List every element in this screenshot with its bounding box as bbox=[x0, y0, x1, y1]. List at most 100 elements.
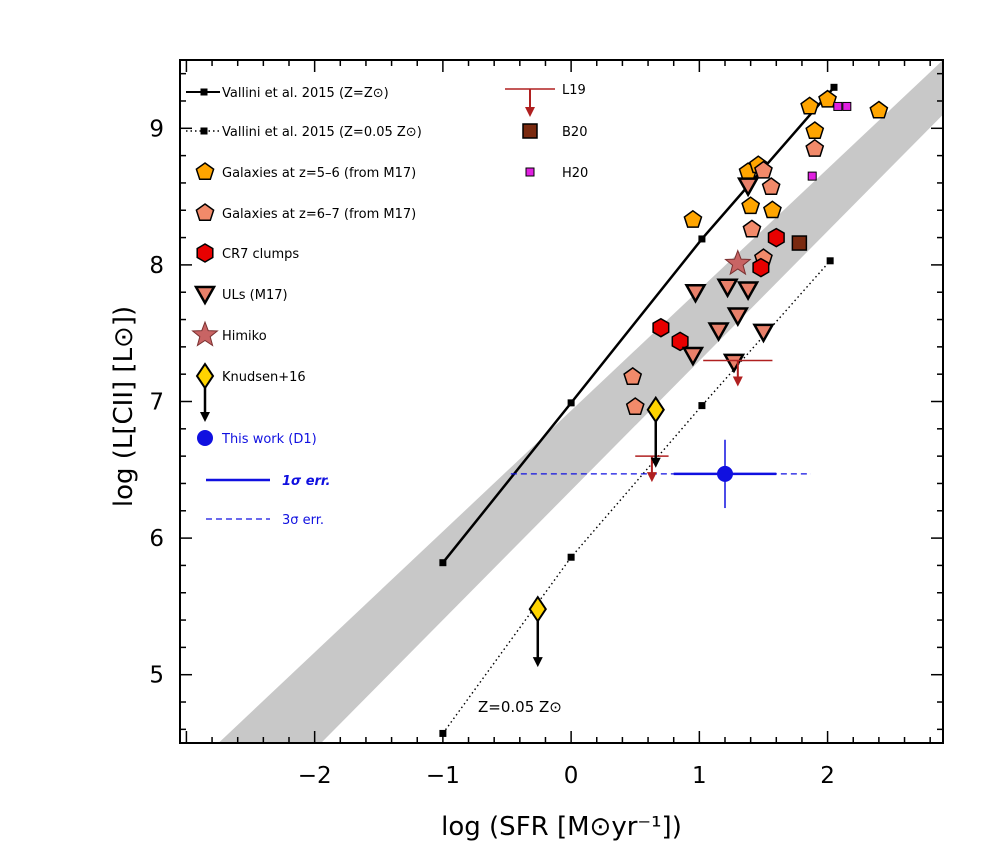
x-axis-title: log (SFR [M⊙yr⁻¹]) bbox=[441, 812, 682, 842]
vallini-solar-point bbox=[830, 83, 838, 91]
legend-star bbox=[191, 320, 219, 347]
galaxy-z6-7-point bbox=[761, 177, 781, 196]
legend-label-gal56: Galaxies at z=5–6 (from M17) bbox=[222, 166, 416, 181]
ul-m17-point bbox=[726, 307, 749, 327]
legend-item-b20: B20 bbox=[522, 123, 587, 140]
this-work-point bbox=[673, 439, 777, 509]
ul-m17-point bbox=[707, 322, 730, 343]
legend-label-err1: 1σ err. bbox=[282, 474, 330, 489]
legend-label-himiko: Himiko bbox=[222, 329, 267, 344]
vallini-low-point bbox=[567, 553, 575, 561]
legend-label-cr7: CR7 clumps bbox=[222, 247, 299, 262]
galaxy-z5-6-point bbox=[763, 200, 782, 219]
h20-point bbox=[833, 101, 843, 111]
x-tick-label: −1 bbox=[426, 763, 460, 789]
ul-m17-point bbox=[684, 283, 707, 304]
cr7-clump-point bbox=[767, 227, 785, 248]
legend-item-gal67: Galaxies at z=6–7 (from M17) bbox=[195, 203, 416, 222]
galaxy-z5-6-point bbox=[818, 89, 837, 108]
legend-item-thiswork: This work (D1) bbox=[197, 430, 317, 447]
x-tick-label: −2 bbox=[298, 763, 332, 789]
y-tick-label: 5 bbox=[149, 663, 164, 689]
ul-m17-point bbox=[722, 353, 746, 374]
galaxy-z6-7-point bbox=[754, 160, 773, 179]
ul-m17-point bbox=[736, 281, 760, 302]
galaxy-z6-7-point bbox=[623, 366, 643, 385]
vallini-solar-point bbox=[439, 559, 447, 567]
cr7-clump-point bbox=[752, 257, 770, 278]
legend-diamond bbox=[195, 362, 215, 390]
himiko-point bbox=[724, 249, 752, 276]
legend-label-thiswork: This work (D1) bbox=[221, 432, 317, 447]
ul-m17-point bbox=[752, 323, 775, 344]
y-tick-label: 9 bbox=[149, 116, 164, 142]
galaxy-z6-7-point bbox=[805, 138, 825, 157]
this-work-marker bbox=[717, 465, 733, 482]
legend-item-h20: H20 bbox=[525, 166, 588, 181]
legend-hexagon bbox=[196, 243, 214, 263]
legend-label-l19: L19 bbox=[562, 83, 586, 98]
knudsen-point bbox=[528, 595, 547, 623]
x-tick-label: 2 bbox=[820, 763, 835, 789]
x-tick-label: 1 bbox=[692, 763, 707, 789]
vallini-solar-point bbox=[698, 235, 706, 243]
legend-item-knudsen: Knudsen+16 bbox=[195, 362, 306, 422]
galaxy-z5-6-point bbox=[741, 196, 761, 215]
legend-item-l19: L19 bbox=[505, 83, 586, 117]
legend-label-gal67: Galaxies at z=6–7 (from M17) bbox=[222, 207, 416, 222]
h20-point bbox=[807, 171, 817, 181]
legend-label-err3: 3σ err. bbox=[282, 513, 324, 528]
legend-item-err3: 3σ err. bbox=[206, 513, 324, 528]
ul-m17-point bbox=[681, 346, 705, 367]
galaxy-z5-6-point bbox=[805, 121, 825, 140]
legend-label-vallini_solar: Vallini et al. 2015 (Z=Z⊙) bbox=[222, 86, 389, 101]
gray-band bbox=[218, 60, 943, 743]
vallini-low-point bbox=[826, 257, 834, 265]
vallini-solar-line bbox=[441, 86, 835, 564]
legend-item-vallini_solar: Vallini et al. 2015 (Z=Z⊙) bbox=[186, 86, 389, 101]
h20-point bbox=[842, 101, 852, 111]
galaxy-z5-6-point bbox=[800, 96, 820, 115]
galaxy-z6-7-point bbox=[625, 397, 645, 415]
b20-point bbox=[791, 235, 808, 251]
legend-pentagon-salmon bbox=[195, 203, 215, 222]
legend-b20 bbox=[522, 123, 538, 139]
legend-circle bbox=[197, 430, 213, 446]
annotation-low-metallicity: Z=0.05 Z⊙ bbox=[478, 698, 562, 716]
cr7-clump-point bbox=[652, 317, 670, 338]
ul-m17-point bbox=[716, 278, 739, 299]
x-tick-label: 0 bbox=[564, 763, 579, 789]
legend-item-gal56: Galaxies at z=5–6 (from M17) bbox=[195, 162, 416, 181]
galaxy-z5-6-point bbox=[683, 209, 703, 228]
legend-item-uls: ULs (M17) bbox=[193, 285, 288, 306]
l19-point bbox=[703, 359, 773, 387]
y-tick-label: 6 bbox=[149, 526, 164, 552]
legend-label-uls: ULs (M17) bbox=[222, 288, 288, 303]
legend-l19-arrow bbox=[525, 89, 535, 117]
l19-arrow bbox=[732, 360, 743, 387]
galaxy-z5-6-point bbox=[869, 100, 889, 119]
vallini-solar-point bbox=[567, 399, 575, 407]
plot-frame bbox=[179, 59, 944, 744]
knudsen-point bbox=[646, 395, 665, 424]
legend-item-vallini_low: Vallini et al. 2015 (Z=0.05 Z⊙) bbox=[186, 125, 422, 140]
y-tick-label: 7 bbox=[149, 390, 164, 416]
y-axis-title: log (L[CII] [L⊙]) bbox=[109, 306, 139, 507]
galaxy-z6-7-point bbox=[742, 219, 762, 238]
ul-m17-point bbox=[736, 177, 760, 198]
l19-point bbox=[635, 455, 669, 483]
legend-label-vallini_low: Vallini et al. 2015 (Z=0.05 Z⊙) bbox=[222, 125, 422, 140]
legend-item-cr7: CR7 clumps bbox=[196, 243, 299, 263]
legend-square bbox=[200, 127, 208, 135]
legend-item-err1: 1σ err. bbox=[206, 474, 330, 489]
legend-pentagon-orange bbox=[195, 162, 215, 181]
vallini-low-line bbox=[442, 260, 831, 734]
legend-h20 bbox=[525, 167, 535, 177]
y-tick-label: 8 bbox=[149, 253, 164, 279]
legend-label-b20: B20 bbox=[562, 125, 587, 140]
cr7-clump-point bbox=[671, 331, 689, 352]
vallini-low-point bbox=[698, 402, 706, 410]
legend-triangle bbox=[193, 285, 217, 306]
legend-square bbox=[200, 88, 208, 96]
